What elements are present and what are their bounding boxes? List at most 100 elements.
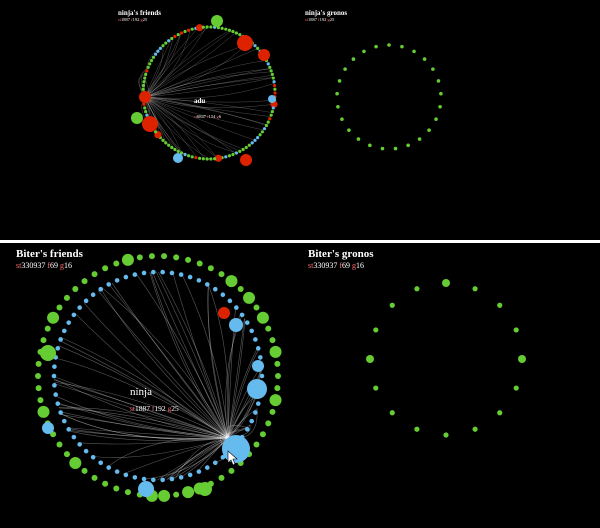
group-node[interactable] bbox=[63, 294, 70, 301]
grono-node[interactable] bbox=[337, 79, 342, 83]
friend-node[interactable] bbox=[266, 120, 270, 124]
friend-node[interactable] bbox=[204, 282, 210, 287]
grono-node[interactable] bbox=[412, 49, 416, 54]
friend-node[interactable] bbox=[142, 102, 146, 106]
friend-node[interactable] bbox=[259, 373, 265, 379]
friend-node[interactable] bbox=[183, 29, 187, 34]
group-node[interactable] bbox=[56, 441, 63, 448]
grono-node[interactable] bbox=[406, 143, 410, 148]
friend-node[interactable] bbox=[90, 455, 96, 460]
friend-node[interactable] bbox=[173, 34, 177, 39]
friend-node[interactable] bbox=[234, 305, 239, 310]
highlighted-node[interactable] bbox=[138, 481, 154, 497]
friend-node[interactable] bbox=[114, 278, 120, 283]
grono-node[interactable] bbox=[438, 104, 442, 109]
highlighted-node[interactable] bbox=[139, 91, 151, 103]
friend-node[interactable] bbox=[55, 401, 61, 406]
group-node[interactable] bbox=[91, 271, 98, 278]
group-node[interactable] bbox=[269, 337, 276, 344]
friend-node[interactable] bbox=[83, 298, 89, 304]
group-node[interactable] bbox=[47, 311, 60, 324]
friend-node[interactable] bbox=[55, 346, 61, 351]
grono-node[interactable] bbox=[472, 286, 478, 292]
group-node[interactable] bbox=[102, 480, 109, 487]
grono-node[interactable] bbox=[439, 91, 443, 96]
group-node[interactable] bbox=[148, 253, 155, 260]
friend-node[interactable] bbox=[244, 427, 250, 432]
group-node[interactable] bbox=[269, 345, 282, 358]
friend-node[interactable] bbox=[156, 49, 160, 53]
friend-node[interactable] bbox=[272, 83, 277, 88]
group-node[interactable] bbox=[185, 256, 192, 263]
friend-node[interactable] bbox=[187, 274, 193, 280]
friend-node[interactable] bbox=[160, 477, 165, 483]
friend-node[interactable] bbox=[227, 28, 231, 32]
friend-node[interactable] bbox=[143, 76, 147, 80]
grono-node[interactable] bbox=[518, 355, 526, 363]
friend-node[interactable] bbox=[227, 154, 231, 158]
friend-node[interactable] bbox=[256, 46, 260, 50]
highlighted-node[interactable] bbox=[198, 482, 212, 496]
friend-node[interactable] bbox=[114, 469, 120, 474]
bottom-center-node-label[interactable]: ninja st1887 f192 g25 bbox=[130, 386, 179, 416]
grono-node[interactable] bbox=[393, 146, 398, 151]
friend-node[interactable] bbox=[141, 87, 145, 91]
grono-node[interactable] bbox=[513, 327, 519, 333]
friend-node[interactable] bbox=[250, 141, 254, 145]
grono-node[interactable] bbox=[442, 279, 450, 287]
friend-node[interactable] bbox=[201, 157, 205, 161]
friend-node[interactable] bbox=[224, 27, 228, 31]
friend-node[interactable] bbox=[273, 87, 277, 91]
grono-node[interactable] bbox=[335, 91, 339, 96]
friend-node[interactable] bbox=[227, 298, 233, 304]
highlighted-node[interactable] bbox=[268, 95, 276, 103]
friend-node[interactable] bbox=[244, 320, 250, 325]
friend-node[interactable] bbox=[169, 476, 175, 482]
friend-node[interactable] bbox=[71, 312, 77, 318]
group-node[interactable] bbox=[265, 325, 272, 332]
friend-node[interactable] bbox=[209, 157, 213, 161]
group-node[interactable] bbox=[182, 486, 195, 499]
group-node[interactable] bbox=[218, 271, 225, 278]
group-node[interactable] bbox=[269, 408, 276, 415]
group-node[interactable] bbox=[274, 385, 281, 392]
grono-node[interactable] bbox=[374, 44, 378, 49]
friend-node[interactable] bbox=[179, 151, 184, 155]
group-node[interactable] bbox=[44, 325, 51, 332]
friend-node[interactable] bbox=[268, 117, 272, 121]
grono-node[interactable] bbox=[347, 128, 351, 132]
group-node[interactable] bbox=[218, 474, 225, 481]
friend-node[interactable] bbox=[83, 448, 89, 454]
friend-node[interactable] bbox=[161, 138, 165, 142]
grono-node[interactable] bbox=[414, 426, 420, 432]
group-node[interactable] bbox=[81, 467, 88, 474]
friend-node[interactable] bbox=[106, 465, 112, 470]
friend-node[interactable] bbox=[205, 25, 209, 29]
friend-node[interactable] bbox=[167, 39, 171, 43]
group-node[interactable] bbox=[136, 254, 143, 261]
friend-node[interactable] bbox=[264, 123, 269, 128]
group-node[interactable] bbox=[265, 420, 272, 427]
friend-node[interactable] bbox=[169, 270, 175, 276]
group-node[interactable] bbox=[237, 286, 244, 293]
friend-node[interactable] bbox=[220, 292, 226, 297]
friend-node[interactable] bbox=[141, 476, 147, 482]
group-node[interactable] bbox=[113, 260, 120, 267]
grono-node[interactable] bbox=[389, 302, 395, 308]
grono-node[interactable] bbox=[434, 117, 438, 121]
group-node[interactable] bbox=[69, 456, 82, 469]
grono-node[interactable] bbox=[351, 57, 356, 61]
friend-node[interactable] bbox=[260, 130, 264, 134]
friend-node[interactable] bbox=[268, 65, 272, 69]
friend-node[interactable] bbox=[262, 127, 267, 131]
friend-node[interactable] bbox=[58, 410, 63, 415]
friend-node[interactable] bbox=[231, 152, 235, 157]
friend-node[interactable] bbox=[170, 36, 174, 41]
friend-node[interactable] bbox=[161, 44, 165, 48]
friend-node[interactable] bbox=[244, 145, 248, 150]
friend-node[interactable] bbox=[239, 312, 245, 318]
group-node[interactable] bbox=[81, 278, 88, 285]
group-node[interactable] bbox=[56, 304, 63, 311]
friend-node[interactable] bbox=[196, 469, 202, 474]
friend-node[interactable] bbox=[205, 157, 209, 161]
